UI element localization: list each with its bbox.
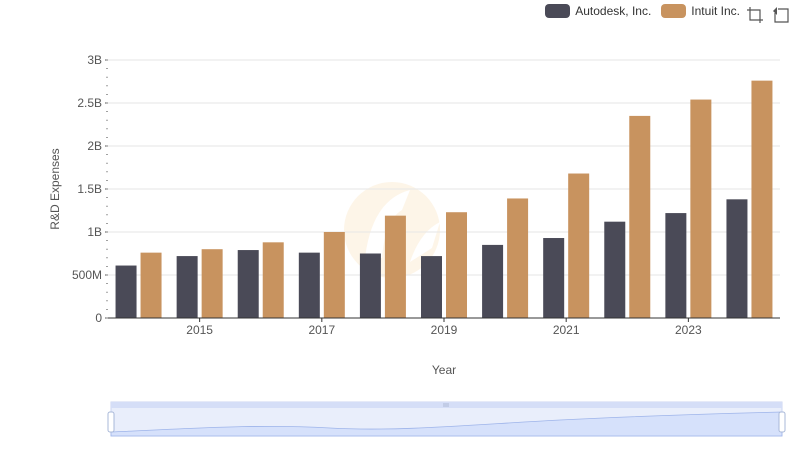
bar-autodesk-2024: [726, 199, 748, 318]
bar-autodesk-2019: [421, 256, 442, 318]
zoom-handle-left[interactable]: [107, 411, 115, 433]
bar-autodesk-2015: [176, 256, 198, 318]
bar-intuit-2023: [690, 99, 712, 318]
x-tick-label: 2015: [186, 323, 213, 337]
bar-autodesk-2017: [298, 252, 320, 318]
bar-intuit-2016: [262, 242, 284, 318]
x-tick-label: 2023: [675, 323, 702, 337]
x-tick-label: 2019: [431, 323, 458, 337]
bar-intuit-2021: [568, 173, 590, 318]
x-axis-title: Year: [432, 363, 456, 377]
y-tick-label: 1B: [87, 225, 102, 239]
legend-swatch: [545, 4, 571, 18]
zoom-icon[interactable]: [746, 6, 764, 24]
y-tick-label: 2.5B: [77, 96, 102, 110]
bars: [115, 80, 773, 319]
bar-intuit-2015: [201, 249, 223, 318]
x-tick-label: 2017: [308, 323, 335, 337]
legend-item-2[interactable]: Intuit Inc.: [661, 4, 740, 18]
x-tick-label: 2021: [553, 323, 580, 337]
bar-autodesk-2022: [604, 221, 626, 318]
legend-item-1[interactable]: Autodesk, Inc.: [545, 4, 651, 18]
bar-autodesk-2020: [482, 244, 504, 318]
bar-intuit-2019: [446, 212, 467, 318]
x-axis: 2015 2017 2019 2021 2023: [186, 318, 702, 337]
bar-autodesk-2014: [115, 265, 137, 318]
bar-intuit-2024: [751, 80, 773, 318]
legend-label: Autodesk, Inc.: [575, 4, 652, 18]
bar-autodesk-2023: [665, 213, 687, 318]
y-tick-label: 1.5B: [77, 182, 102, 196]
data-zoom-slider[interactable]: [107, 401, 786, 437]
zoom-handle-right[interactable]: [778, 411, 786, 433]
legend-swatch: [661, 4, 687, 18]
y-tick-label: 3B: [87, 53, 102, 67]
bar-autodesk-2021: [543, 238, 565, 318]
zoom-reset-icon[interactable]: [772, 6, 790, 24]
bar-intuit-2018: [384, 215, 406, 318]
bar-autodesk-2018: [359, 253, 381, 318]
bar-intuit-2020: [507, 198, 529, 318]
y-axis: 0 500M 1B 1.5B 2B 2.5B 3B: [72, 53, 108, 325]
bar-autodesk-2016: [237, 250, 259, 318]
y-tick-label: 0: [95, 311, 102, 325]
legend-label: Intuit Inc.: [691, 4, 740, 18]
bar-intuit-2017: [323, 232, 345, 318]
legend: Autodesk, Inc. Intuit Inc.: [535, 4, 740, 18]
bar-intuit-2014: [140, 252, 162, 318]
y-tick-label: 500M: [72, 268, 102, 282]
y-axis-title: R&D Expenses: [48, 148, 62, 229]
y-tick-label: 2B: [87, 139, 102, 153]
bar-intuit-2022: [629, 115, 651, 319]
toolbox: [738, 6, 790, 24]
zoom-drag-grip[interactable]: [443, 403, 449, 407]
